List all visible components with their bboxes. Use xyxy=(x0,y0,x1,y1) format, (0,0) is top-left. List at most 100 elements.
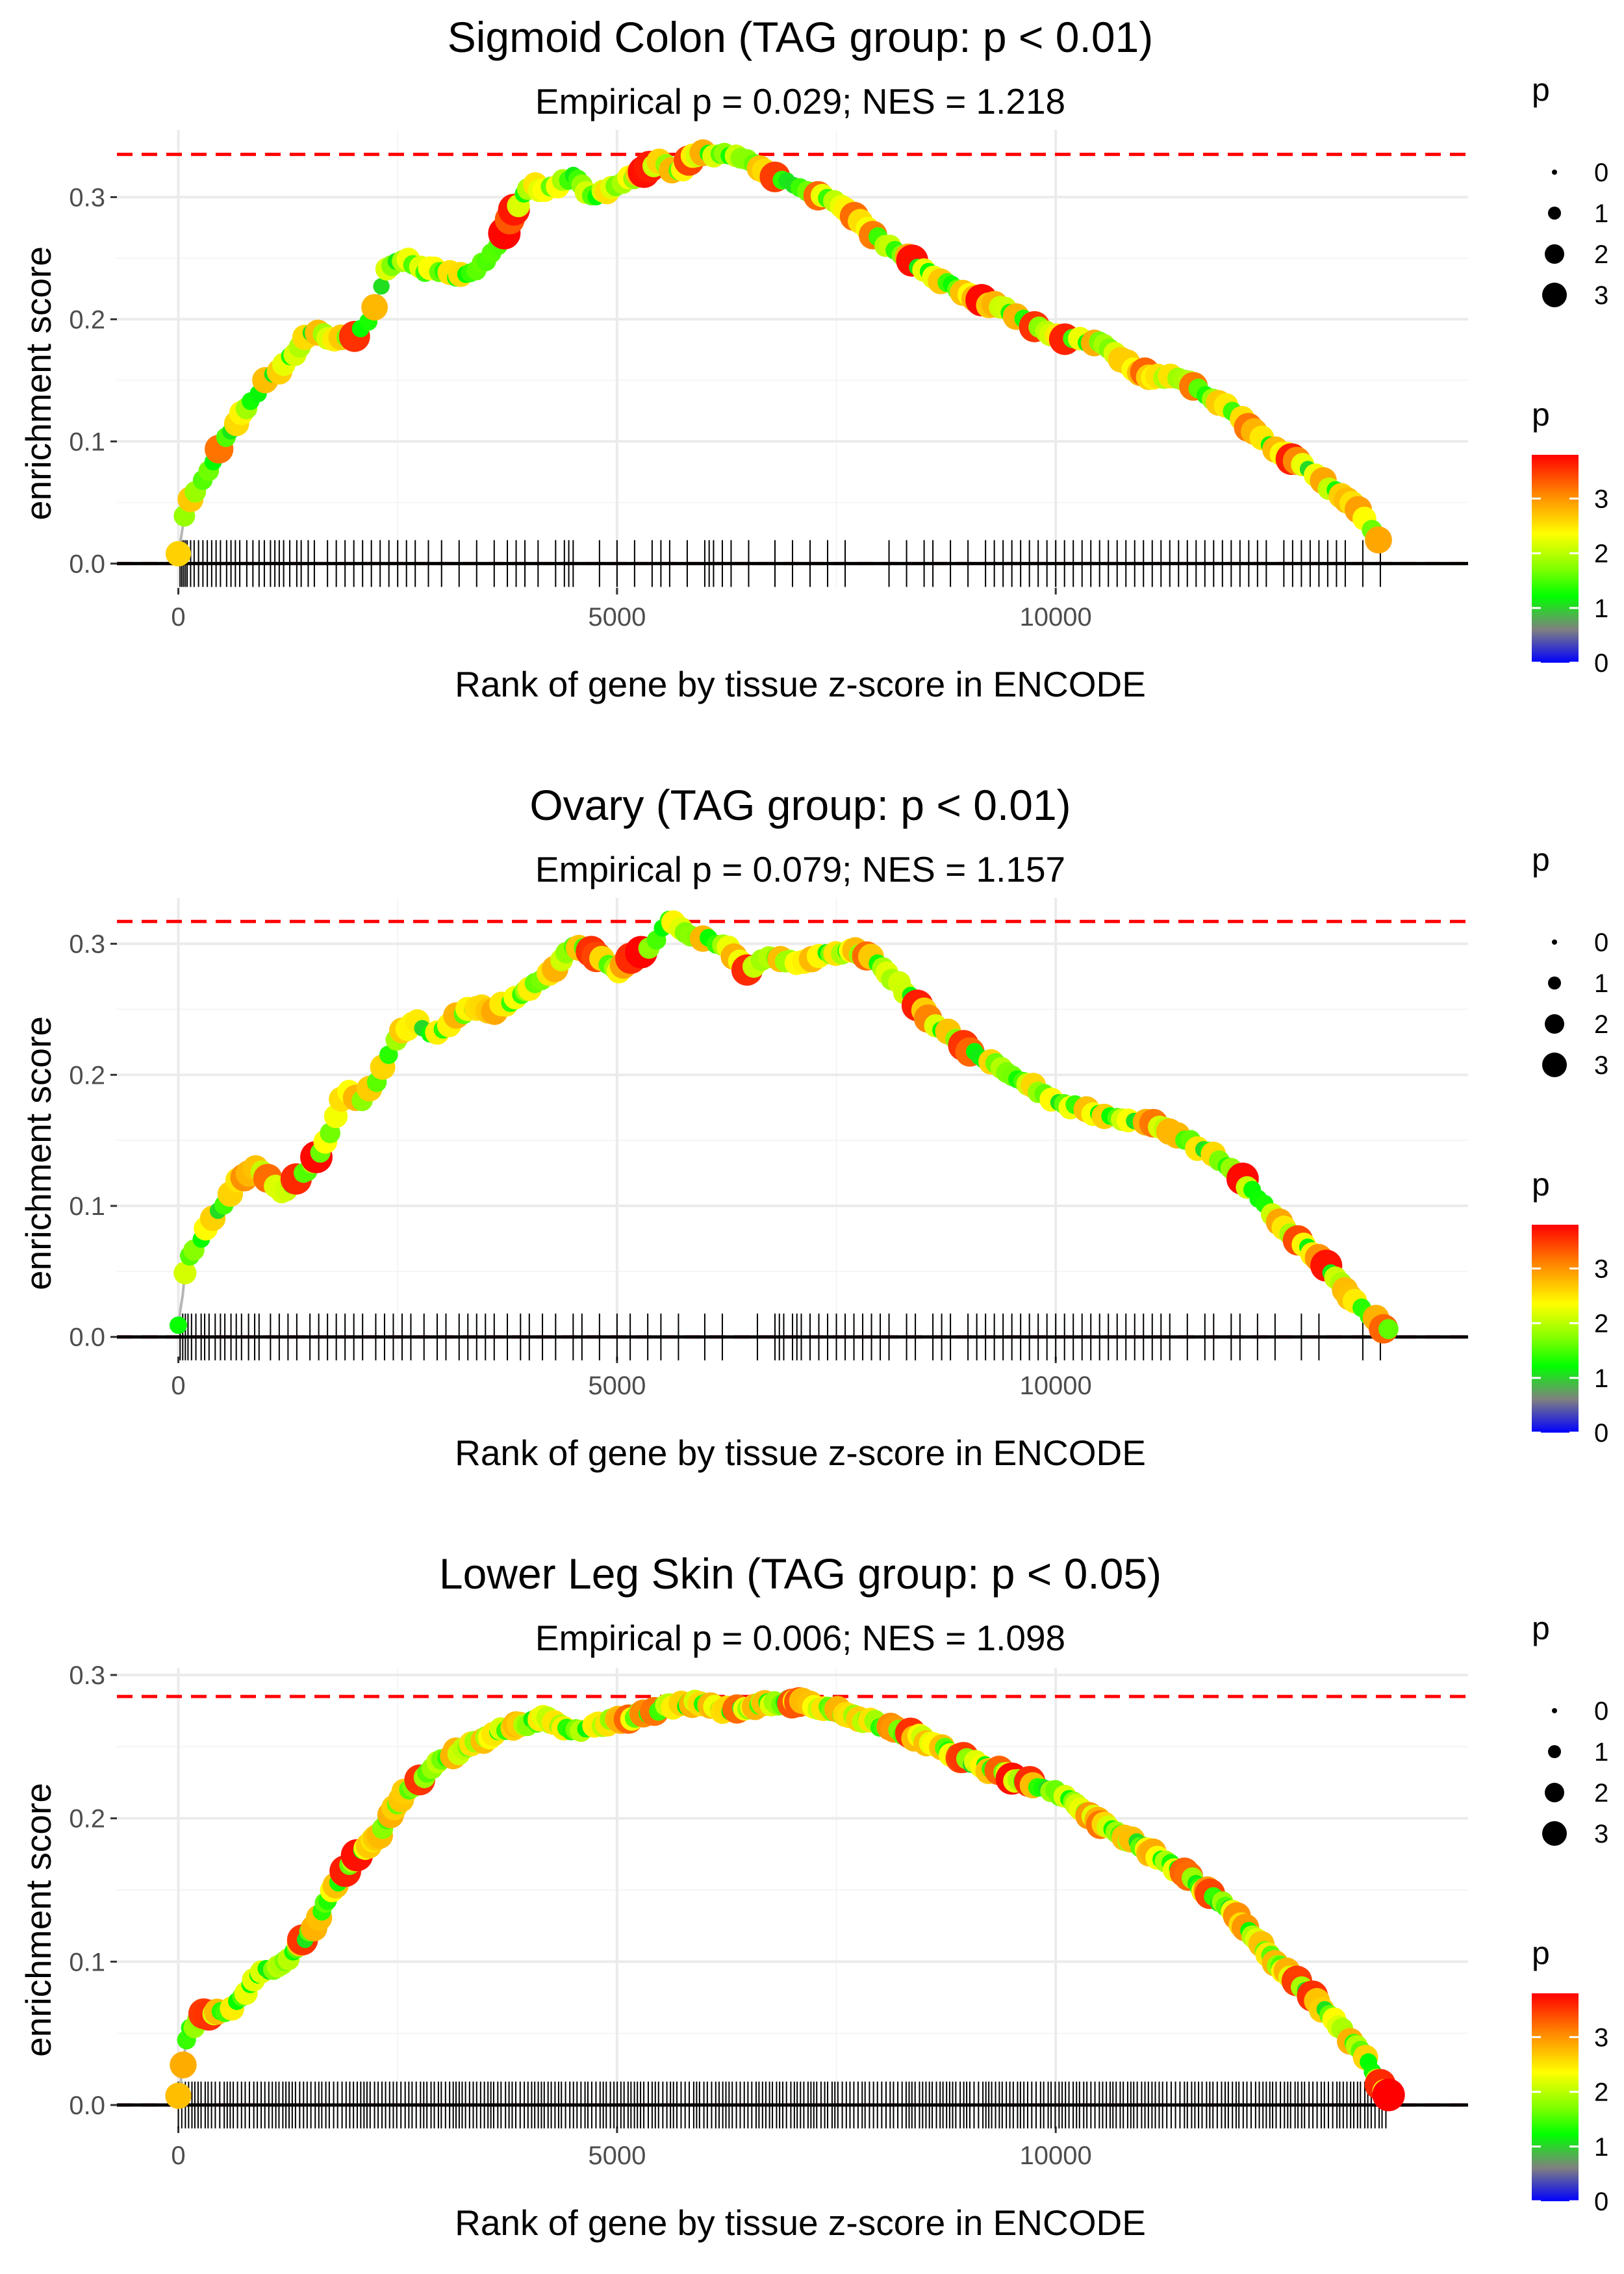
enrichment-point xyxy=(1372,2078,1405,2112)
x-tick-label: 10000 xyxy=(1020,603,1092,632)
y-tick-label: 0.2 xyxy=(69,1805,105,1833)
size-legend-dot xyxy=(1542,283,1567,307)
size-legend-dot xyxy=(1542,1821,1567,1846)
size-legend-label: 0 xyxy=(1594,928,1608,957)
size-legend-dot xyxy=(1548,207,1561,220)
x-tick-label: 5000 xyxy=(588,1372,646,1400)
enrichment-point xyxy=(361,294,388,321)
color-legend-bar xyxy=(1532,1225,1579,1433)
chart-title: Lower Leg Skin (TAG group: p < 0.05) xyxy=(439,1550,1161,1598)
chart-subtitle: Empirical p = 0.029; NES = 1.218 xyxy=(535,81,1065,121)
size-legend-label: 3 xyxy=(1594,1051,1608,1080)
size-legend-label: 3 xyxy=(1594,1820,1608,1848)
enrichment-point xyxy=(165,541,192,567)
size-legend-label: 2 xyxy=(1594,1010,1608,1039)
size-legend-label: 0 xyxy=(1594,159,1608,187)
x-tick-label: 0 xyxy=(171,1372,185,1400)
panel-lower-leg-skin: Lower Leg Skin (TAG group: p < 0.05) Emp… xyxy=(18,1550,1468,2243)
y-tick-label: 0.1 xyxy=(69,1192,105,1221)
color-legend-label: 1 xyxy=(1594,1364,1608,1393)
x-axis-label: Rank of gene by tissue z-score in ENCODE xyxy=(455,664,1146,704)
color-legend-label: 3 xyxy=(1594,485,1608,513)
color-legend-label: 0 xyxy=(1594,2188,1608,2216)
y-tick-label: 0.0 xyxy=(69,2091,105,2120)
x-tick-label: 10000 xyxy=(1020,2141,1092,2170)
x-axis-label: Rank of gene by tissue z-score in ENCODE xyxy=(455,2203,1146,2243)
legend: p 0 1 2 3 p 3 2 1 0 xyxy=(1532,71,1608,678)
enrichment-point xyxy=(173,1261,197,1284)
size-legend-label: 3 xyxy=(1594,281,1608,310)
size-legend-dot xyxy=(1552,170,1557,175)
size-legend-label: 1 xyxy=(1594,199,1608,228)
panel-sigmoid-colon: Sigmoid Colon (TAG group: p < 0.01) Empi… xyxy=(18,13,1468,704)
enrichment-point xyxy=(170,2051,197,2078)
y-tick-label: 0.3 xyxy=(69,930,105,959)
size-legend-label: 1 xyxy=(1594,969,1608,998)
color-legend-label: 2 xyxy=(1594,540,1608,568)
color-legend-title: p xyxy=(1532,1935,1550,1971)
size-legend-title: p xyxy=(1532,71,1550,108)
size-legend-label: 0 xyxy=(1594,1697,1608,1726)
color-legend-label: 3 xyxy=(1594,2023,1608,2052)
enrichment-points xyxy=(165,1687,1405,2112)
size-legend-dot xyxy=(1548,1745,1561,1758)
enrichment-point xyxy=(170,1316,187,1335)
size-legend-title: p xyxy=(1532,1610,1550,1646)
x-tick-label: 0 xyxy=(171,603,185,632)
x-tick-label: 5000 xyxy=(588,603,646,632)
x-tick-label: 10000 xyxy=(1020,1372,1092,1400)
legend: p 0 1 2 3 p 3 2 1 0 xyxy=(1532,1610,1608,2216)
y-tick-label: 0.1 xyxy=(69,428,105,456)
color-legend-label: 1 xyxy=(1594,594,1608,623)
size-legend-title: p xyxy=(1532,841,1550,878)
color-legend-label: 0 xyxy=(1594,1419,1608,1448)
y-tick-label: 0.3 xyxy=(69,183,105,212)
y-tick-label: 0.2 xyxy=(69,1061,105,1090)
size-legend-label: 2 xyxy=(1594,1779,1608,1808)
size-legend-dot xyxy=(1542,1053,1567,1077)
panel-ovary: Ovary (TAG group: p < 0.01) Empirical p … xyxy=(18,781,1468,1473)
chart-title: Sigmoid Colon (TAG group: p < 0.01) xyxy=(448,13,1154,61)
enrichment-point xyxy=(165,2082,192,2109)
y-tick-label: 0.3 xyxy=(69,1661,105,1690)
enrichment-point xyxy=(373,278,390,295)
y-axis-label: enrichment score xyxy=(18,1783,58,2057)
size-legend-dot xyxy=(1545,1783,1564,1802)
enrichment-point xyxy=(1378,1319,1399,1339)
chart-title: Ovary (TAG group: p < 0.01) xyxy=(529,781,1071,829)
y-tick-label: 0.0 xyxy=(69,1323,105,1352)
size-legend-dot xyxy=(1545,244,1564,264)
enrichment-points xyxy=(165,139,1392,567)
plot-area: 0.0 0.1 0.2 0.3 0 5000 10000 xyxy=(69,898,1468,1400)
x-tick-label: 5000 xyxy=(588,2141,646,2170)
size-legend-dot xyxy=(1545,1014,1564,1034)
color-legend-label: 0 xyxy=(1594,649,1608,678)
y-tick-label: 0.1 xyxy=(69,1948,105,1976)
x-axis-label: Rank of gene by tissue z-score in ENCODE xyxy=(455,1433,1146,1473)
chart-subtitle: Empirical p = 0.006; NES = 1.098 xyxy=(535,1618,1065,1658)
size-legend-label: 1 xyxy=(1594,1738,1608,1767)
color-legend-label: 3 xyxy=(1594,1255,1608,1283)
y-tick-label: 0.0 xyxy=(69,550,105,578)
size-legend-dot xyxy=(1552,1708,1557,1713)
color-legend-bar xyxy=(1532,455,1579,663)
plot-area: 0.0 0.1 0.2 0.3 0 5000 10000 xyxy=(69,1661,1468,2170)
color-legend-bar xyxy=(1532,1993,1579,2201)
size-legend-label: 2 xyxy=(1594,240,1608,269)
enrichment-point xyxy=(1365,526,1392,554)
plot-area: 0.0 0.1 0.2 0.3 0 5000 10000 xyxy=(69,130,1468,632)
color-legend-label: 2 xyxy=(1594,2078,1608,2107)
size-legend-dot xyxy=(1552,939,1557,945)
color-legend-title: p xyxy=(1532,1166,1550,1203)
color-legend-label: 1 xyxy=(1594,2133,1608,2162)
color-legend-title: p xyxy=(1532,396,1550,433)
y-axis-label: enrichment score xyxy=(18,246,58,520)
x-tick-label: 0 xyxy=(171,2141,185,2170)
enrichment-points xyxy=(170,910,1399,1344)
legend: p 0 1 2 3 p 3 2 1 0 xyxy=(1532,841,1608,1448)
y-axis-label: enrichment score xyxy=(18,1016,58,1290)
y-tick-label: 0.2 xyxy=(69,305,105,334)
chart-subtitle: Empirical p = 0.079; NES = 1.157 xyxy=(535,849,1065,889)
size-legend-dot xyxy=(1548,977,1561,990)
